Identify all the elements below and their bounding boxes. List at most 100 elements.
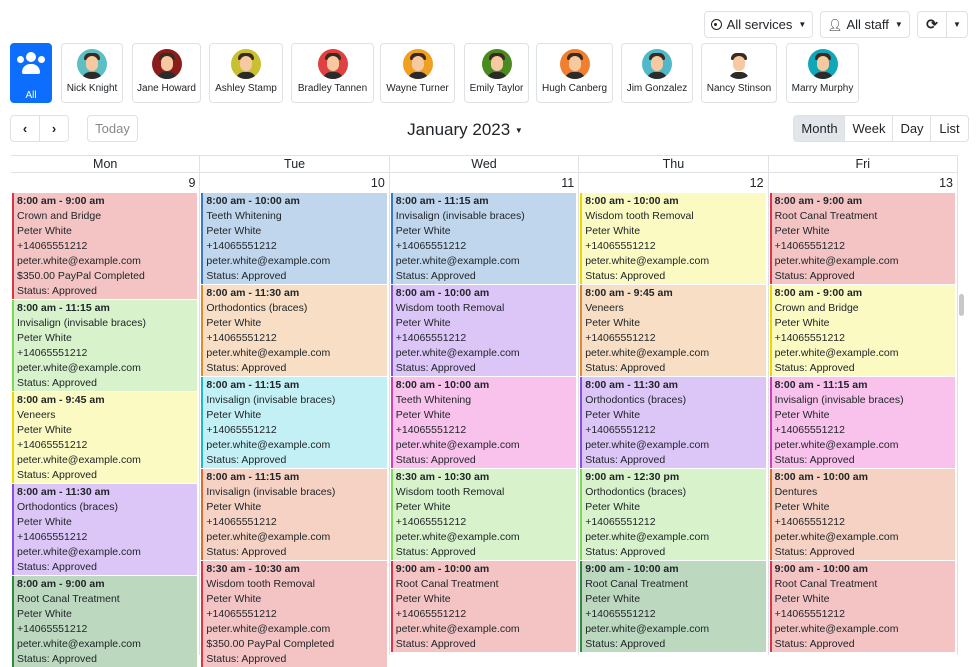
event-phone: +14065551212 (206, 608, 277, 620)
event-client: Peter White (206, 501, 262, 513)
day-column-tue: Tue 10 8:00 am - 10:00 am Teeth Whitening Pe… (200, 155, 390, 667)
day-number[interactable]: 12 (749, 176, 764, 190)
appointment-event[interactable]: 8:00 am - 11:15 am Invisalign (invisable … (201, 377, 387, 468)
appointment-event[interactable]: 8:00 am - 10:00 am Wisdom tooth Removal Pe… (580, 193, 766, 284)
appointment-event[interactable]: 8:00 am - 10:00 am Teeth Whitening Peter W… (201, 193, 387, 284)
staff-card[interactable]: Hugh Canberg (536, 43, 613, 103)
appointment-event[interactable]: 9:00 am - 10:00 am Root Canal Treatment Pe… (580, 561, 766, 652)
view-list-button[interactable]: List (930, 115, 969, 142)
appointment-event[interactable]: 8:00 am - 9:00 am Crown and Bridge Peter W… (12, 193, 198, 299)
avatar (724, 49, 754, 79)
event-phone: +14065551212 (774, 516, 845, 528)
event-time: 8:00 am - 11:15 am (206, 471, 300, 483)
appointment-event[interactable]: 8:30 am - 10:30 am Wisdom tooth Removal Pe… (390, 469, 577, 560)
staff-filter-label: All staff (846, 17, 889, 32)
next-button[interactable]: › (39, 115, 69, 142)
refresh-icon: ⟳ (926, 16, 938, 32)
appointment-event[interactable]: 9:00 am - 12:30 pm Orthodontics (braces) P… (580, 469, 766, 560)
event-client: Peter White (206, 593, 262, 605)
appointment-event[interactable]: 8:00 am - 11:15 am Invisalign (invisable … (201, 469, 387, 560)
event-email: peter.white@example.com (17, 362, 141, 374)
event-status: Status: Approved (774, 454, 855, 466)
caret-down-icon: ▼ (894, 20, 903, 29)
appointment-event[interactable]: 8:00 am - 11:15 am Invisalign (invisable … (390, 193, 577, 284)
appointment-event[interactable]: 8:00 am - 9:00 am Root Canal Treatment Pet… (769, 193, 955, 284)
appointment-event[interactable]: 8:00 am - 9:45 am Veneers Peter White +1406… (580, 285, 766, 376)
event-phone: +14065551212 (395, 332, 467, 344)
staff-filter-dropdown[interactable]: 👤︎ All staff ▼ (820, 11, 910, 38)
day-column-thu: Thu 12 8:00 am - 10:00 am Wisdom tooth Remo… (579, 155, 769, 655)
event-email: peter.white@example.com (395, 347, 520, 359)
appointment-event[interactable]: 9:00 am - 10:00 am Root Canal Treatment Pe… (390, 561, 577, 652)
appointment-event[interactable]: 8:30 am - 10:30 am Wisdom tooth Removal Pe… (201, 561, 387, 667)
view-month-button[interactable]: Month (793, 115, 846, 142)
staff-name: Wayne Turner (386, 83, 449, 94)
appointment-event[interactable]: 8:00 am - 10:00 am Wisdom tooth Removal Pe… (390, 285, 577, 376)
staff-card[interactable]: Jane Howard (132, 43, 201, 103)
appointment-event[interactable]: 8:00 am - 9:45 am Veneers Peter White +1406… (12, 392, 198, 483)
event-client: Peter White (395, 409, 451, 421)
event-time: 8:00 am - 9:00 am (17, 578, 105, 590)
appointment-event[interactable]: 8:00 am - 11:15 am Invisalign (invisable … (12, 300, 198, 391)
day-number[interactable]: 10 (370, 176, 385, 190)
staff-card[interactable]: Emily Taylor (464, 43, 529, 103)
event-client: Peter White (774, 501, 830, 513)
appointment-event[interactable]: 8:00 am - 9:00 am Crown and Bridge Peter W… (769, 285, 955, 376)
staff-card[interactable]: Nancy Stinson (701, 43, 777, 103)
event-status: Status: Approved (206, 653, 287, 665)
event-service: Orthodontics (braces) (585, 394, 687, 406)
appointment-event[interactable]: 8:00 am - 11:15 am Invisalign (invisable … (769, 377, 955, 468)
scrollbar[interactable] (959, 294, 964, 316)
day-number[interactable]: 9 (188, 176, 196, 190)
day-number[interactable]: 11 (561, 176, 575, 190)
event-client: Peter White (17, 424, 72, 436)
staff-card[interactable]: Marry Murphy (786, 43, 859, 103)
event-client: Peter White (206, 409, 262, 421)
prev-button[interactable]: ‹ (10, 115, 40, 142)
event-phone: +14065551212 (206, 516, 277, 528)
avatar (317, 49, 348, 79)
appointment-event[interactable]: 8:00 am - 11:30 am Orthodontics (braces) P… (580, 377, 766, 468)
event-status: Status: Approved (17, 285, 97, 297)
view-week-button[interactable]: Week (844, 115, 894, 142)
event-service: Root Canal Treatment (585, 578, 688, 590)
appointment-event[interactable]: 9:00 am - 10:00 am Root Canal Treatment Pe… (769, 561, 955, 652)
event-service: Root Canal Treatment (774, 578, 878, 590)
staff-all-button[interactable]: All (10, 43, 52, 103)
event-status: Status: Approved (206, 270, 287, 282)
refresh-button[interactable]: ⟳ (917, 11, 947, 38)
day-number[interactable]: 13 (939, 176, 953, 190)
appointment-event[interactable]: 8:00 am - 11:30 am Orthodontics (braces) P… (201, 285, 387, 376)
event-status: Status: Approved (395, 454, 476, 466)
event-service: Veneers (17, 409, 56, 421)
staff-card[interactable]: Nick Knight (61, 43, 123, 103)
staff-name: Emily Taylor (469, 83, 524, 94)
event-email: peter.white@example.com (17, 454, 141, 466)
appointment-event[interactable]: 8:00 am - 9:00 am Root Canal Treatment Pet… (12, 576, 198, 667)
staff-card[interactable]: Jim Gonzalez (621, 43, 693, 103)
event-status: Status: Approved (206, 362, 287, 374)
event-status: Status: Approved (17, 561, 97, 573)
appointment-event[interactable]: 8:00 am - 10:00 am Teeth Whitening Peter W… (390, 377, 577, 468)
view-day-button[interactable]: Day (892, 115, 932, 142)
event-payment: $350.00 PayPal Completed (17, 270, 145, 282)
event-email: peter.white@example.com (206, 531, 331, 543)
event-time: 8:00 am - 10:00 am (585, 195, 679, 207)
event-service: Wisdom tooth Removal (585, 210, 694, 222)
refresh-options-dropdown[interactable]: ▼ (946, 11, 968, 38)
appointment-event[interactable]: 8:00 am - 10:00 am Dentures Peter White +14… (769, 469, 955, 560)
caret-down-icon: ▼ (514, 126, 523, 136)
staff-card[interactable]: Wayne Turner (380, 43, 455, 103)
today-button[interactable]: Today (87, 115, 138, 142)
event-phone: +14065551212 (206, 332, 277, 344)
event-email: peter.white@example.com (585, 531, 710, 543)
staff-card[interactable]: Bradley Tannen (291, 43, 374, 103)
appointment-event[interactable]: 8:00 am - 11:30 am Orthodontics (braces) P… (12, 484, 198, 575)
services-filter-dropdown[interactable]: All services ▼ (704, 11, 813, 38)
caret-down-icon: ▼ (953, 20, 961, 29)
staff-name: Jim Gonzalez (626, 83, 688, 94)
staff-card[interactable]: Ashley Stamp (209, 43, 283, 103)
event-phone: +14065551212 (395, 424, 467, 436)
event-email: peter.white@example.com (17, 255, 141, 267)
month-title-dropdown[interactable]: January 2023 ▼ (0, 120, 930, 140)
